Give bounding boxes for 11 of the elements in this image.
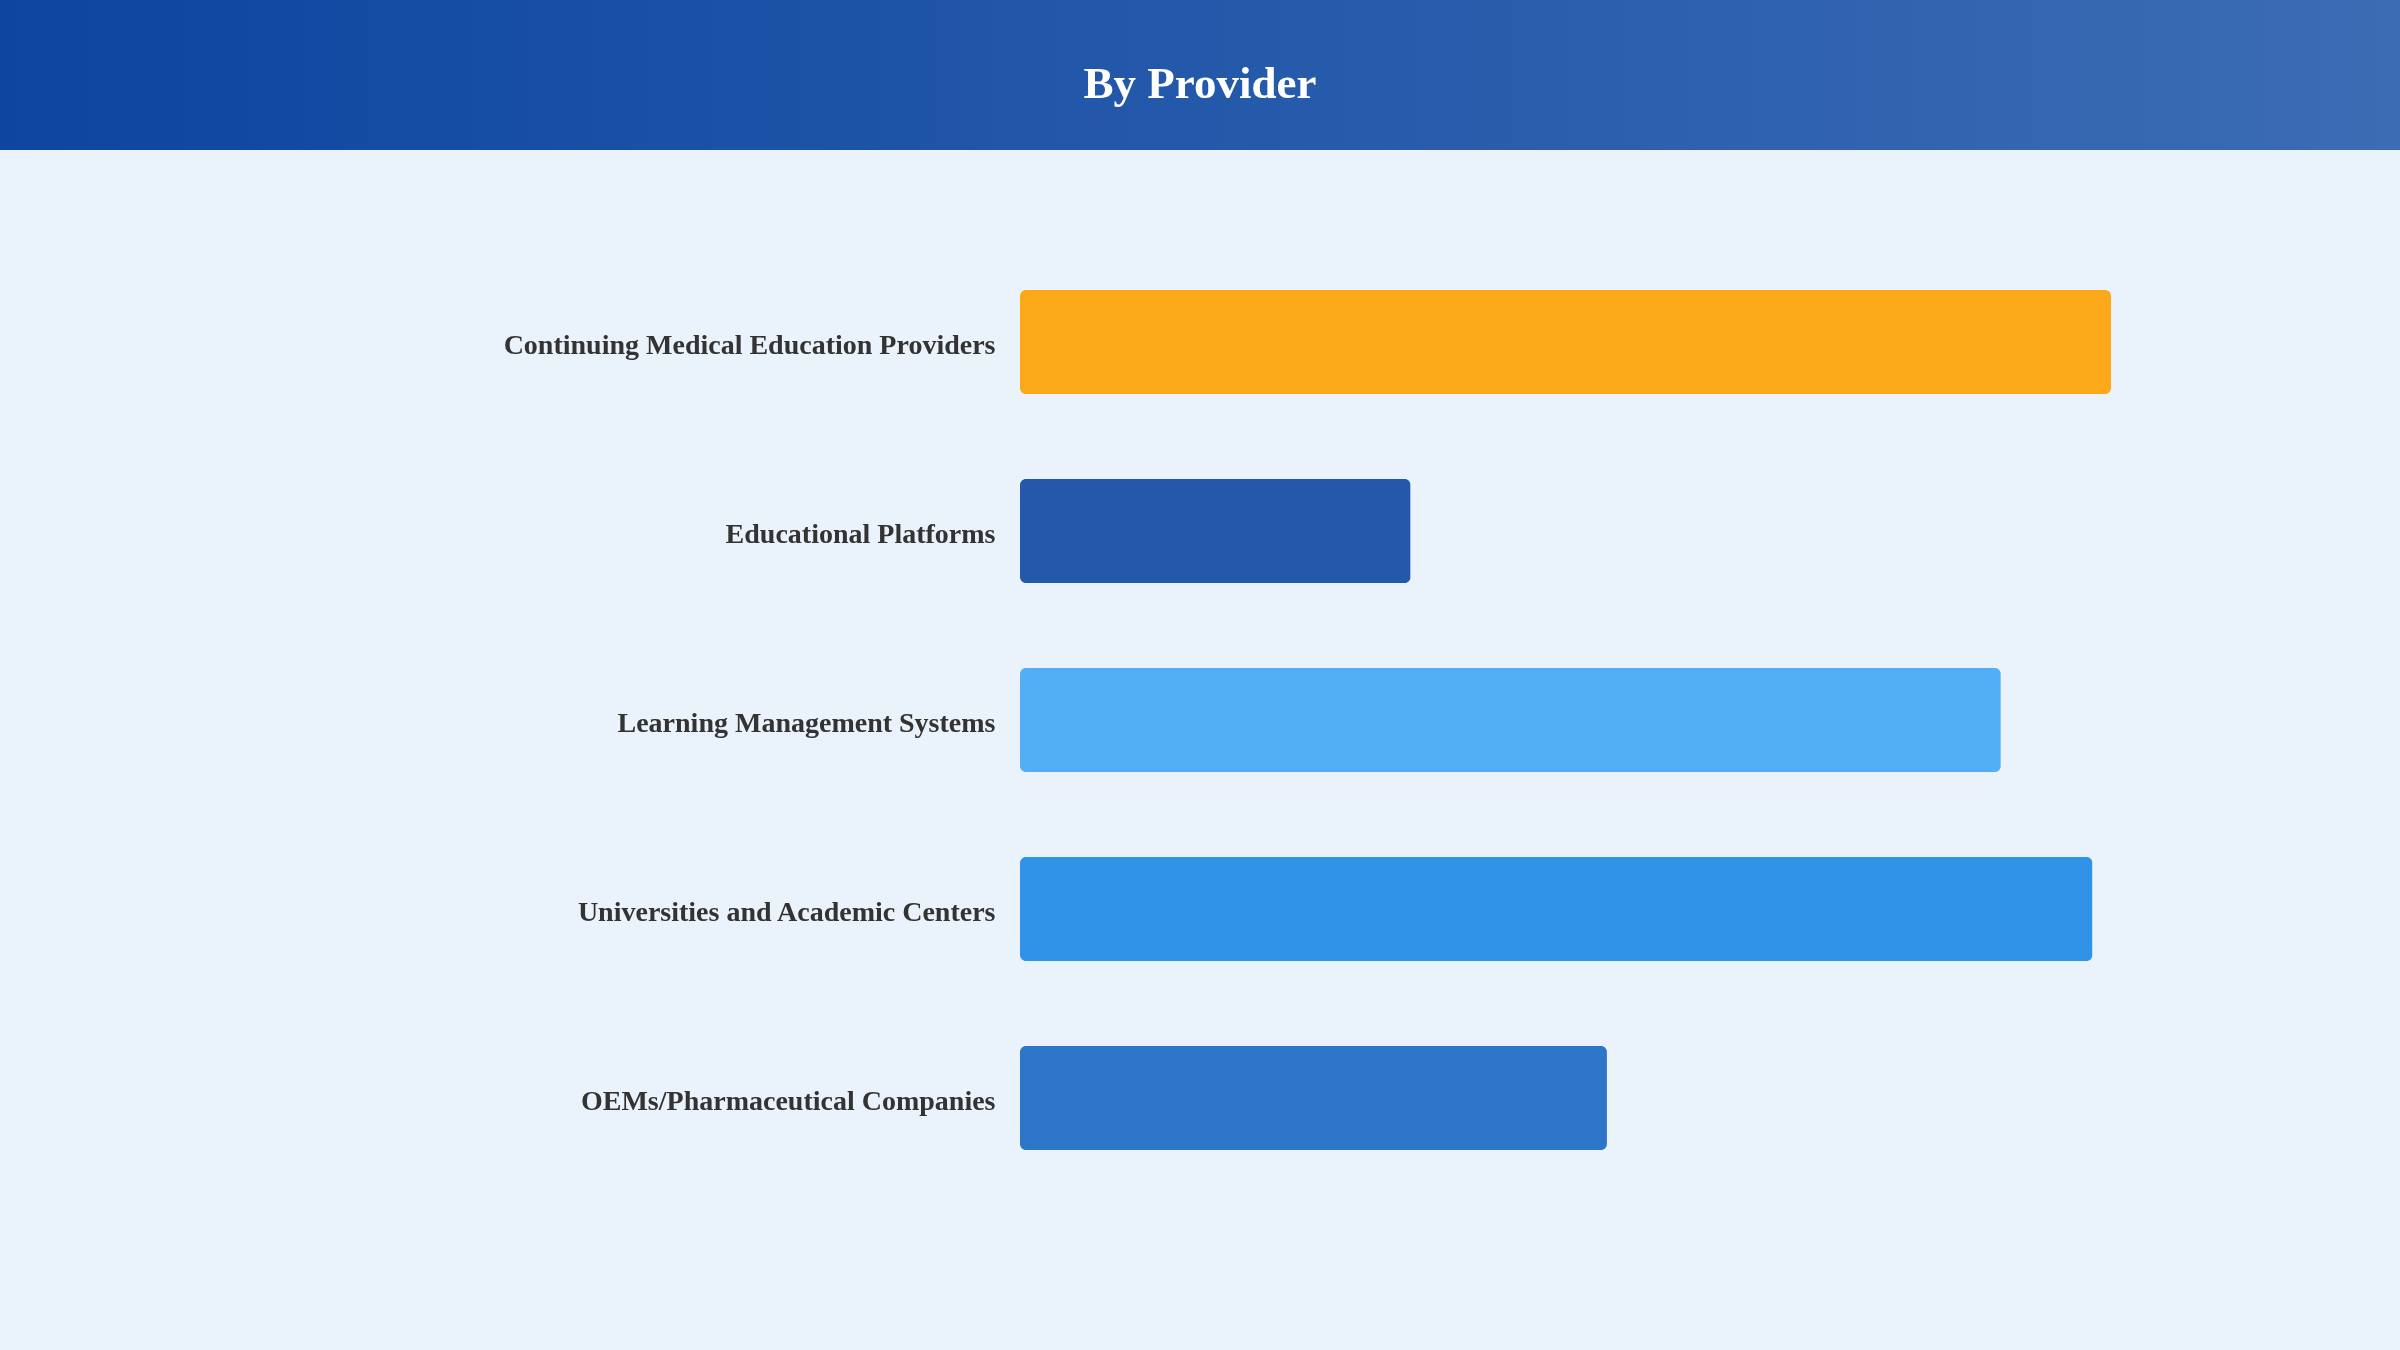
bar — [1020, 857, 2093, 961]
chart-title: By Provider — [1083, 57, 1317, 108]
y-tick-label: Continuing Medical Education Providers — [503, 329, 996, 360]
y-tick-label: Educational Platforms — [725, 518, 996, 549]
bar — [1020, 668, 2001, 772]
y-tick-label: OEMs/Pharmaceutical Companies — [580, 1085, 996, 1116]
bar — [1020, 290, 2111, 394]
y-tick-label: Universities and Academic Centers — [577, 896, 996, 927]
bar — [1020, 479, 1411, 583]
y-tick-label: Learning Management Systems — [617, 707, 996, 738]
bar — [1020, 1046, 1607, 1150]
